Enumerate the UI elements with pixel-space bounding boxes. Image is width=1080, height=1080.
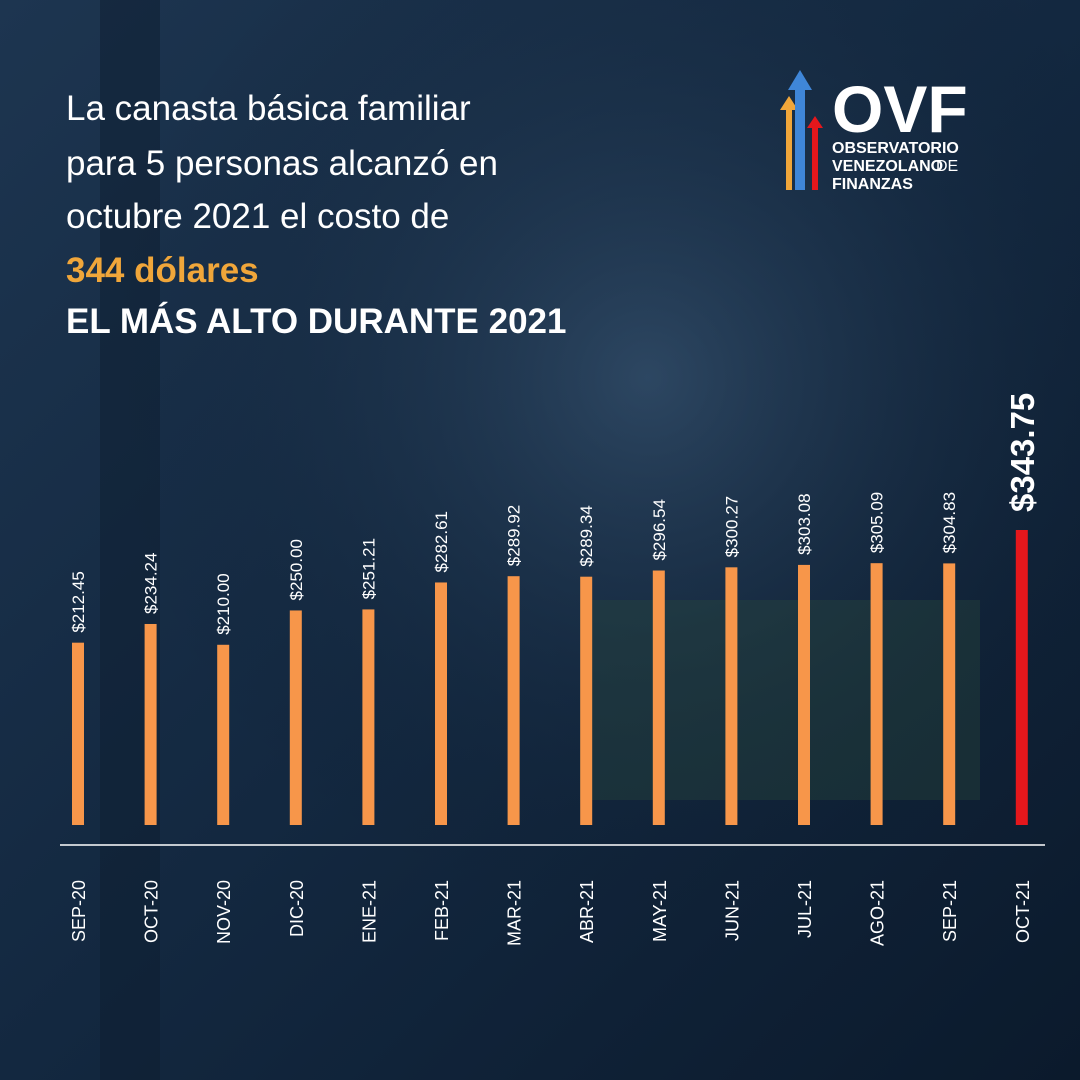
value-label: $296.54 [650, 499, 669, 560]
x-tick-label: DIC-20 [287, 880, 307, 937]
background-shape [580, 600, 980, 800]
bar [72, 642, 84, 825]
bar [289, 610, 302, 825]
value-label: $210.00 [214, 573, 233, 634]
highlight: 344 dólares [66, 251, 259, 290]
logo-arrow [788, 70, 812, 190]
bar [798, 564, 810, 825]
x-tick-label: JUL-21 [795, 880, 815, 938]
x-tick-label: ABR-21 [577, 880, 597, 943]
logo-acronym: OVF [832, 72, 968, 146]
x-tick-label: NOV-20 [214, 880, 234, 944]
x-tick-label: OCT-20 [142, 880, 162, 943]
logo-text: FINANZAS [832, 176, 913, 193]
logo-arrow [780, 96, 798, 190]
value-label: $303.08 [795, 493, 814, 554]
x-tick-label: AGO-21 [868, 880, 888, 946]
x-tick-label: JUN-21 [722, 880, 742, 941]
x-tick-label: ENE-21 [359, 880, 379, 943]
bar [652, 570, 665, 825]
value-label: $282.61 [432, 511, 451, 572]
value-label: $251.21 [359, 538, 378, 599]
bar [725, 567, 738, 825]
logo-text: DE [936, 158, 958, 175]
title-line: octubre 2021 el costo de [66, 197, 449, 236]
value-label: $305.09 [868, 492, 887, 553]
value-label: $343.75 [1004, 393, 1041, 512]
value-label: $212.45 [69, 571, 88, 632]
bar [144, 623, 157, 825]
bar [943, 563, 956, 825]
title-line: para 5 personas alcanzó en [66, 144, 498, 183]
background-shape [100, 0, 160, 1080]
x-tick-label: SEP-20 [69, 880, 89, 942]
logo-text: VENEZOLANO [832, 158, 943, 175]
logo: OVF OBSERVATORIO VENEZOLANO DE FINANZAS [780, 70, 968, 193]
subtitle: EL MÁS ALTO DURANTE 2021 [66, 301, 566, 341]
logo-text: OBSERVATORIO [832, 140, 959, 157]
x-tick-label: OCT-21 [1013, 880, 1033, 943]
bar [435, 582, 447, 825]
bar [362, 609, 375, 825]
bar [580, 576, 593, 825]
logo-arrow [807, 116, 823, 190]
title: La canasta básica familiar para 5 person… [66, 89, 566, 341]
value-label: $289.92 [505, 505, 524, 566]
value-label: $234.24 [142, 553, 161, 614]
value-label: $300.27 [722, 496, 741, 557]
bar [1015, 530, 1028, 825]
bar [507, 576, 520, 825]
value-label: $304.83 [940, 492, 959, 553]
value-label: $289.34 [577, 505, 596, 566]
bar [870, 563, 883, 825]
x-tick-label: MAY-21 [650, 880, 670, 942]
value-label: $250.00 [287, 539, 306, 600]
bar [217, 644, 230, 825]
x-tick-label: SEP-21 [940, 880, 960, 942]
x-tick-label: FEB-21 [432, 880, 452, 941]
title-line: La canasta básica familiar [66, 89, 471, 128]
x-tick-label: MAR-21 [505, 880, 525, 946]
